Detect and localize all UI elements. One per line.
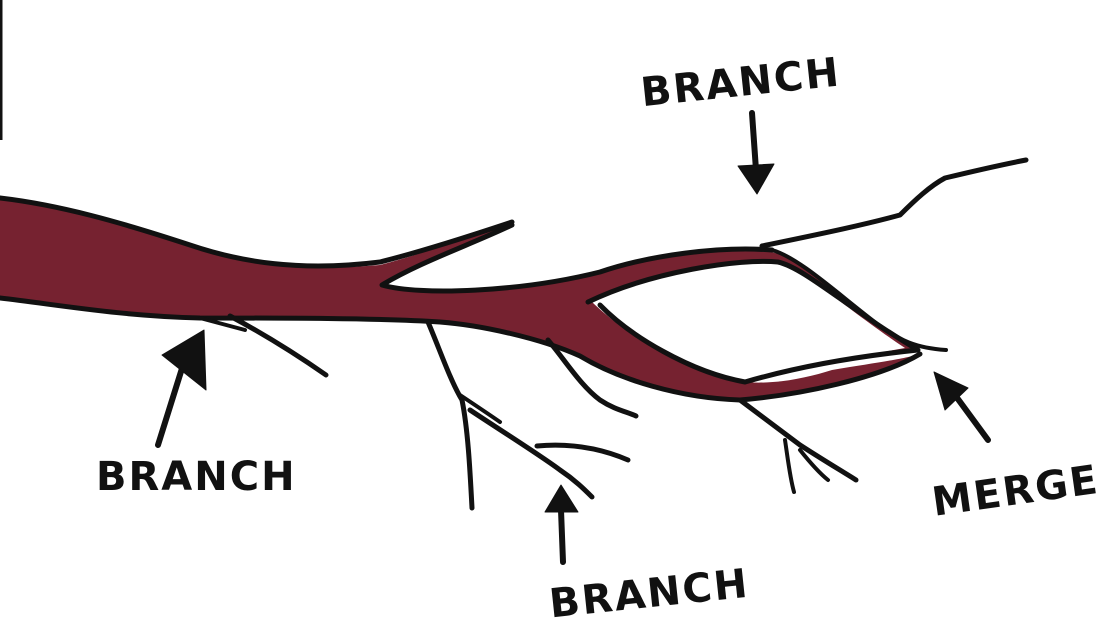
- upper-branch-outline: [379, 222, 775, 294]
- branch-label-left: BRANCH: [96, 454, 297, 500]
- middle-lower-twig-b: [467, 407, 595, 500]
- arrow-shaft-bottom: [558, 507, 566, 565]
- merge-label: MERGE: [929, 457, 1102, 526]
- right-lower-twig-a: [783, 438, 796, 494]
- arrow-head-merge: [933, 371, 969, 411]
- right-lower-branch: [737, 397, 859, 483]
- loop-outer-outline: [770, 248, 948, 352]
- main-trunk: [0, 198, 918, 400]
- center-lower-branch: [545, 337, 639, 419]
- arrow-shaft-left: [155, 359, 187, 448]
- branch-loop-gap: [600, 262, 905, 378]
- top-right-branch: [759, 157, 1029, 249]
- loop-outline: [585, 258, 921, 385]
- arrow-head-left: [161, 329, 207, 391]
- trunk-bottom-outline: [0, 295, 923, 403]
- left-lower-branch: [227, 313, 329, 378]
- trunk-top-outline: [0, 195, 515, 269]
- left-lower-twig: [198, 316, 247, 332]
- arrow-shaft-top: [749, 110, 759, 173]
- middle-lower-twig-c: [534, 442, 631, 463]
- right-lower-twig-b: [798, 448, 830, 482]
- middle-lower-twig-a: [458, 393, 502, 424]
- arrow-head-top: [737, 163, 775, 195]
- middle-lower-branch: [425, 319, 475, 511]
- branch-label-bottom: BRANCH: [547, 561, 751, 627]
- branch-label-top: BRANCH: [639, 49, 843, 116]
- arrow-shaft-merge: [952, 392, 991, 443]
- arrow-head-bottom: [544, 484, 579, 513]
